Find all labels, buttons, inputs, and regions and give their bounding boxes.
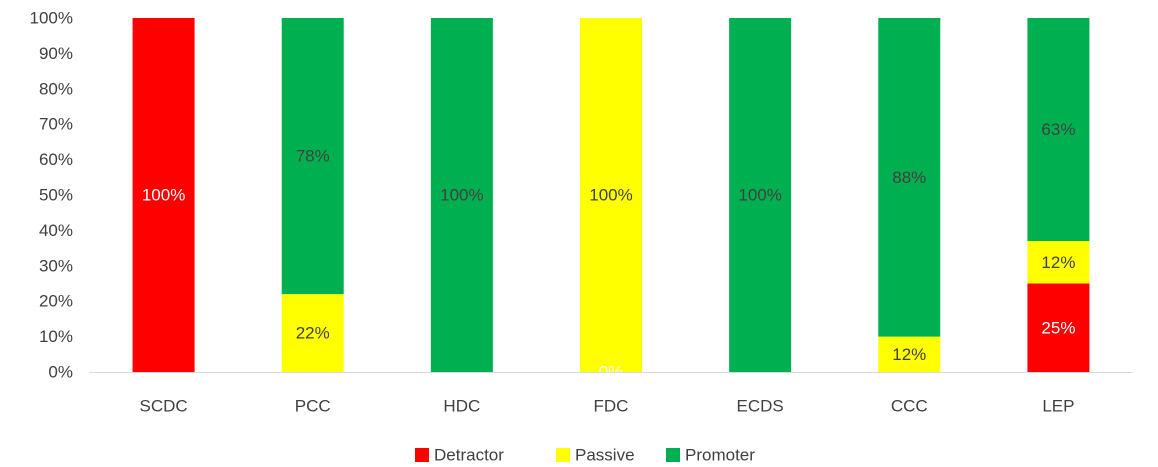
x-tick-label: CCC [891,397,928,416]
y-tick-label: 50% [39,186,73,205]
bar-fdc-passive [580,18,642,372]
bar-ccc-promoter [878,18,941,337]
x-tick-label: HDC [443,397,480,416]
y-tick-label: 100% [30,9,73,28]
data-label-lep-detractor: 25% [1041,318,1075,337]
data-label-lep-passive: 12% [1041,253,1075,272]
bar-lep-detractor [1027,283,1090,372]
legend-label-promoter: Promoter [685,446,755,465]
data-label-pcc-passive: 22% [296,324,330,343]
x-tick-label: FDC [594,397,629,416]
bar-ccc-passive [878,336,941,372]
bar-lep-promoter [1027,18,1090,242]
x-tick-label: SCDC [139,397,187,416]
x-axis: SCDC PCC HDC FDC ECDS CCC LEP [139,397,1074,416]
y-tick-label: 30% [39,256,73,275]
data-label-ccc-promoter: 88% [892,168,926,187]
data-label-scdc-detractor: 100% [142,186,185,205]
y-tick-label: 60% [39,150,73,169]
x-tick-label: LEP [1042,397,1074,416]
y-tick-label: 20% [39,292,73,311]
legend-swatch-passive [556,448,570,462]
legend-label-detractor: Detractor [434,446,504,465]
y-tick-label: 80% [39,79,73,98]
bar-lep-passive [1027,241,1090,284]
bar-ecds-promoter [729,18,792,372]
x-tick-label: ECDS [737,397,784,416]
data-label-ecds-promoter: 100% [738,186,781,205]
y-tick-label: 10% [39,327,73,346]
data-label-fdc-passive: 100% [589,186,632,205]
y-tick-label: 40% [39,221,73,240]
y-tick-label: 70% [39,115,73,134]
legend: Detractor Passive Promoter [415,446,755,465]
data-label-pcc-promoter: 78% [296,147,330,166]
x-tick-label: PCC [295,397,331,416]
legend-swatch-promoter [666,448,680,462]
y-axis: 0% 10% 20% 30% 40% 50% 60% 70% 80% 90% 100% [30,9,73,382]
data-labels: 100%22%78%100%0%100% 100%12%88%25%12%63% [142,120,1076,381]
bar-hdc-promoter [430,18,493,372]
bar-scdc-detractor [132,18,195,372]
bar-pcc-promoter [281,18,344,295]
data-label-lep-promoter: 63% [1041,120,1075,139]
legend-swatch-detractor [415,448,429,462]
bars [132,18,1090,372]
bar-pcc-passive [281,294,344,372]
data-label-ccc-passive: 12% [892,345,926,364]
legend-label-passive: Passive [575,446,635,465]
data-label-hdc-promoter: 100% [440,186,483,205]
y-tick-label: 90% [39,44,73,63]
y-tick-label: 0% [48,363,73,382]
